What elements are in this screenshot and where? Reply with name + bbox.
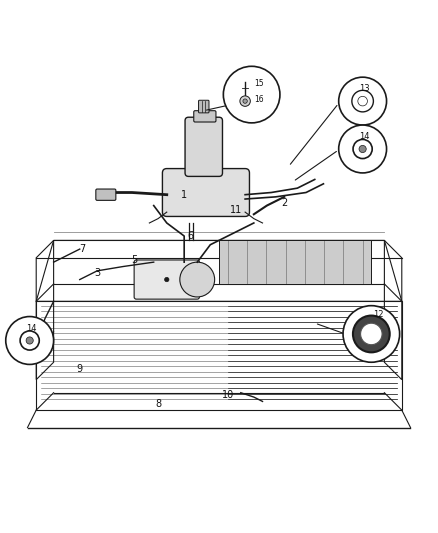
Text: 7: 7 [79,244,85,254]
Circle shape [223,66,280,123]
Circle shape [180,262,215,297]
Circle shape [240,96,251,107]
FancyBboxPatch shape [185,117,223,176]
Circle shape [243,99,247,103]
Polygon shape [219,240,371,284]
Circle shape [339,77,387,125]
Text: 15: 15 [254,79,263,88]
Circle shape [339,125,387,173]
Circle shape [353,316,390,352]
Circle shape [165,277,169,282]
Text: 14: 14 [359,132,369,141]
Text: 10: 10 [222,390,234,400]
Text: 8: 8 [155,399,161,409]
Circle shape [6,317,53,365]
FancyBboxPatch shape [96,189,116,200]
Circle shape [359,146,366,152]
FancyBboxPatch shape [134,260,199,299]
FancyBboxPatch shape [162,168,250,216]
Circle shape [360,323,382,345]
Text: 1: 1 [181,190,187,200]
Text: 11: 11 [230,205,243,215]
Text: 12: 12 [373,310,383,319]
Text: 3: 3 [94,268,100,278]
Text: 16: 16 [254,95,263,104]
Text: 9: 9 [77,364,83,374]
Text: 13: 13 [360,84,370,93]
Text: 5: 5 [131,255,137,265]
Text: 6: 6 [187,231,194,241]
Circle shape [26,337,33,344]
Circle shape [343,305,399,362]
FancyBboxPatch shape [194,111,216,122]
Text: 2: 2 [281,198,287,208]
Text: 14: 14 [26,324,36,333]
FancyBboxPatch shape [198,100,209,113]
